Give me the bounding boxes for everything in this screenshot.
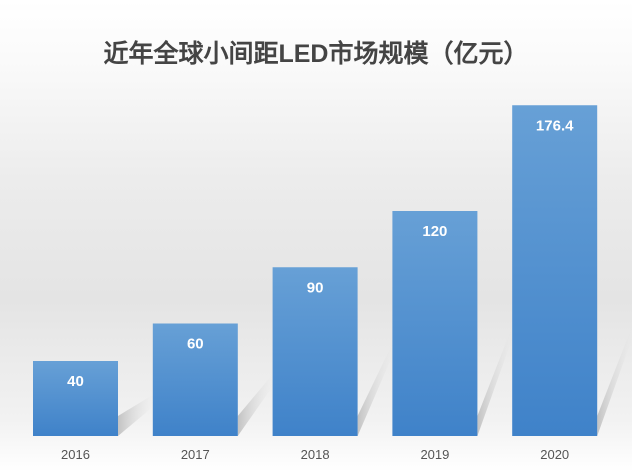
x-tick-label: 2020 <box>540 447 569 462</box>
bar-shadow <box>118 394 153 436</box>
x-tick-label: 2017 <box>181 447 210 462</box>
data-label: 120 <box>422 223 447 240</box>
data-label: 40 <box>67 373 84 390</box>
bar-2018 <box>272 267 358 436</box>
data-label: 176.4 <box>536 117 574 134</box>
bar-shadow <box>477 326 513 436</box>
bar-2019 <box>392 211 478 436</box>
x-tick-label: 2019 <box>420 447 449 462</box>
bar-shadow <box>237 374 273 436</box>
x-tick-label: 2018 <box>301 447 330 462</box>
bar-shadow <box>357 343 393 436</box>
bar-2020 <box>512 105 598 436</box>
x-tick-label: 2016 <box>61 447 90 462</box>
bar-shadow <box>597 326 632 436</box>
bar-2016 <box>33 361 118 436</box>
data-label: 90 <box>307 279 324 296</box>
data-label: 60 <box>187 336 204 353</box>
chart-title: 近年全球小间距LED市场规模（亿元） <box>103 40 529 68</box>
bar-2017 <box>152 323 238 436</box>
